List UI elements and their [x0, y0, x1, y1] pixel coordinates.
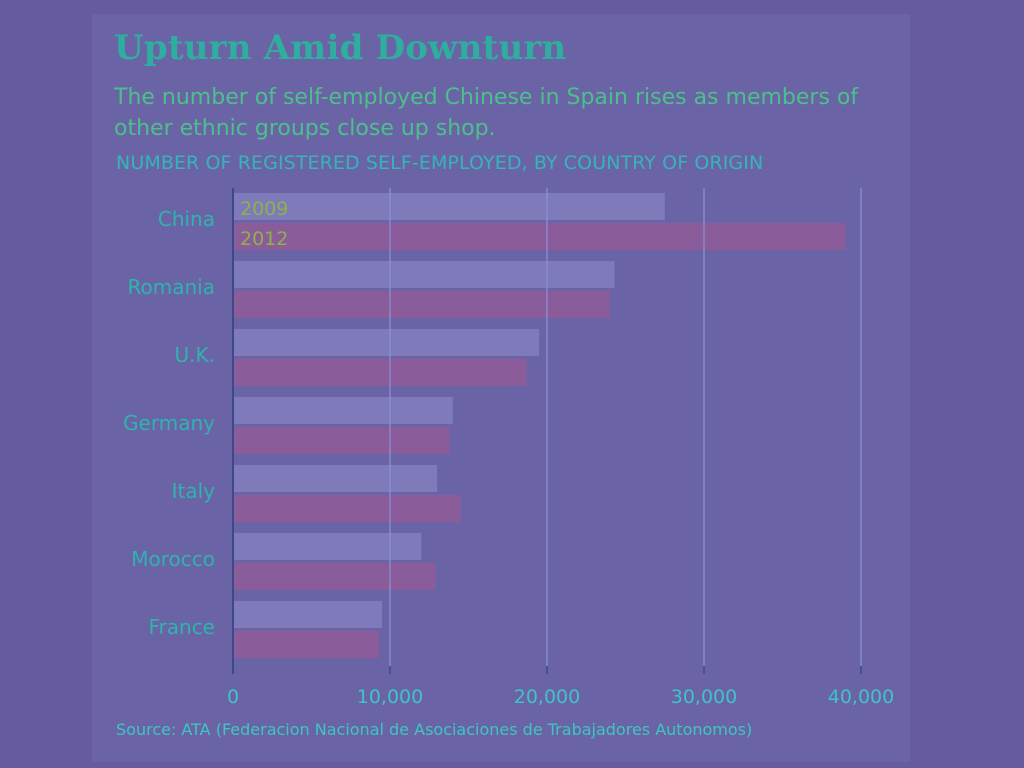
bar-2009-romania: [233, 261, 615, 288]
category-label: China: [158, 207, 215, 231]
bar-2012-france: [233, 631, 380, 658]
bar-2009-uk: [233, 329, 540, 356]
chart-subtitle: The number of self-employed Chinese in S…: [114, 85, 859, 141]
bar-2012-italy: [233, 495, 461, 522]
tick-label: 10,000: [357, 686, 423, 708]
tick-label: 40,000: [828, 686, 894, 708]
legend-label-2012: 2012: [240, 228, 288, 250]
bar-2012-romania: [233, 291, 610, 318]
bar-2012-morocco: [233, 563, 436, 590]
category-label: France: [148, 615, 215, 639]
bar-2012-uk: [233, 359, 527, 386]
bar-2012-china: [233, 223, 846, 250]
bar-2009-france: [233, 601, 383, 628]
tick-label: 30,000: [671, 686, 737, 708]
category-label: Italy: [172, 479, 216, 503]
bar-2009-china: [233, 193, 665, 220]
axis-caption: NUMBER OF REGISTERED SELF-EMPLOYED, BY C…: [116, 152, 764, 174]
bar-2009-germany: [233, 397, 453, 424]
category-label: Morocco: [131, 547, 215, 571]
bar-2012-germany: [233, 427, 450, 454]
tick-label: 20,000: [514, 686, 580, 708]
chart-title: Upturn Amid Downturn: [114, 28, 567, 68]
category-label: Romania: [128, 275, 215, 299]
bar-2009-italy: [233, 465, 438, 492]
category-label: U.K.: [175, 343, 215, 367]
source-note: Source: ATA (Federacion Nacional de Asoc…: [116, 720, 753, 739]
category-label: Germany: [123, 411, 215, 435]
bar-2009-morocco: [233, 533, 422, 560]
legend-label-2009: 2009: [240, 198, 288, 220]
chart-panel: [92, 14, 910, 762]
tick-label: 0: [227, 686, 239, 708]
